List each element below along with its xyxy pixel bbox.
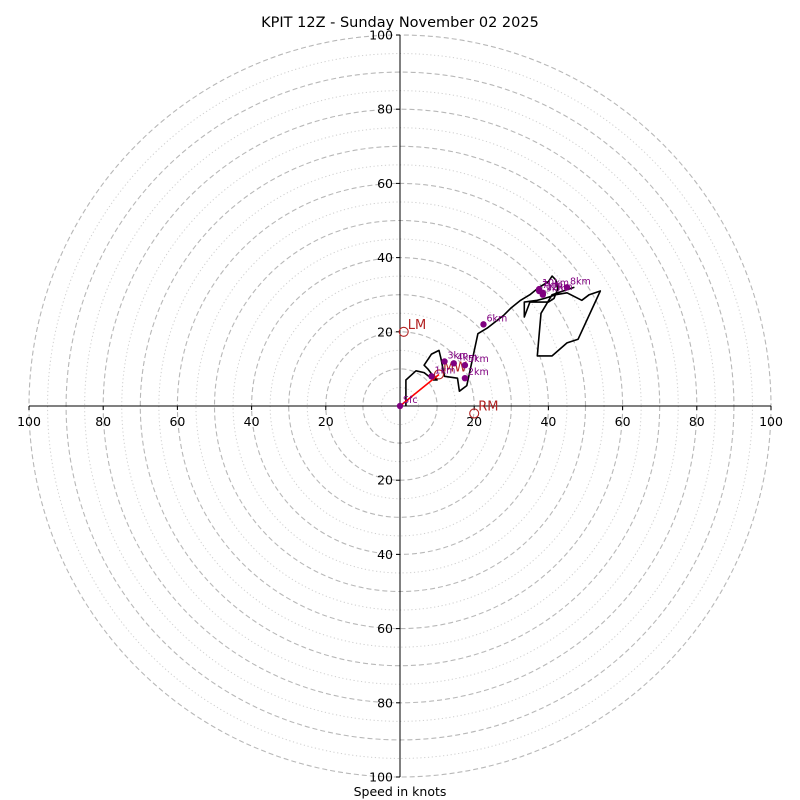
y-tick-label: 80 [377,102,393,117]
storm-motion: LM RM MW [398,318,498,419]
y-tick-label: 60 [377,176,393,191]
height-label-10km: 10km [542,278,569,289]
x-tick-label: 40 [244,414,260,429]
height-marker-sfc [396,402,404,410]
height-marker-3km [441,358,448,365]
height-label-4km: 4km [457,352,478,363]
y-tick-label: 60 [377,621,393,636]
x-tick-label: 100 [17,414,41,429]
height-label-9km: 9km [546,284,567,295]
hodograph-trace [405,275,602,406]
x-axis-label: Speed in knots [354,784,447,799]
y-tick-label: 40 [377,250,393,265]
x-tick-label: 100 [759,414,783,429]
height-marker-8km [563,284,571,291]
height-marker-12km [539,289,547,297]
height-label-8km: 8km [570,276,591,287]
y-tick-label: 80 [377,695,393,710]
y-tick-label: 40 [377,547,393,562]
x-tick-label: 40 [540,414,556,429]
height-label-6km: 6km [486,313,507,324]
height-label-1km: 1km [435,365,456,376]
x-tick-label: 80 [689,414,705,429]
x-tick-label: 60 [169,414,185,429]
height-label-3km: 3km [448,350,469,361]
height-marker-5km [461,361,469,369]
height-marker-6km [480,321,487,328]
y-tick-label: 20 [377,473,393,488]
rm-marker [469,408,480,419]
x-tick-label: 20 [318,414,334,429]
rm-label: RM [478,399,498,414]
mean-wind-vector [399,373,440,407]
lm-label: LM [408,318,426,333]
mw-marker [433,369,445,380]
mw-label: MW [443,360,467,375]
tick-labels: 100 80 60 40 20 20 40 60 80 100 100 80 60 40 20 20 40 60 8… [17,28,783,785]
height-marker-1km [428,373,435,380]
height-marker-4km [450,360,457,367]
hodograph-line [405,275,602,406]
height-label-2km: 2km [468,367,489,378]
height-marker-2km [461,374,469,382]
y-tick-label: 100 [369,770,393,785]
y-tick-label: 20 [377,324,393,339]
height-label-5km: 5km [468,354,489,365]
chart-title: KPIT 12Z - Sunday November 02 2025 [261,15,539,31]
y-tick-label: 100 [369,28,393,43]
x-tick-label: 20 [466,414,482,429]
height-label-12km: 12km [546,282,573,293]
height-label-sfc: Sfc [403,395,418,406]
x-tick-label: 80 [95,414,111,429]
x-tick-label: 60 [615,414,631,429]
lm-marker [398,326,409,337]
height-label-7km: 7km [542,280,563,291]
